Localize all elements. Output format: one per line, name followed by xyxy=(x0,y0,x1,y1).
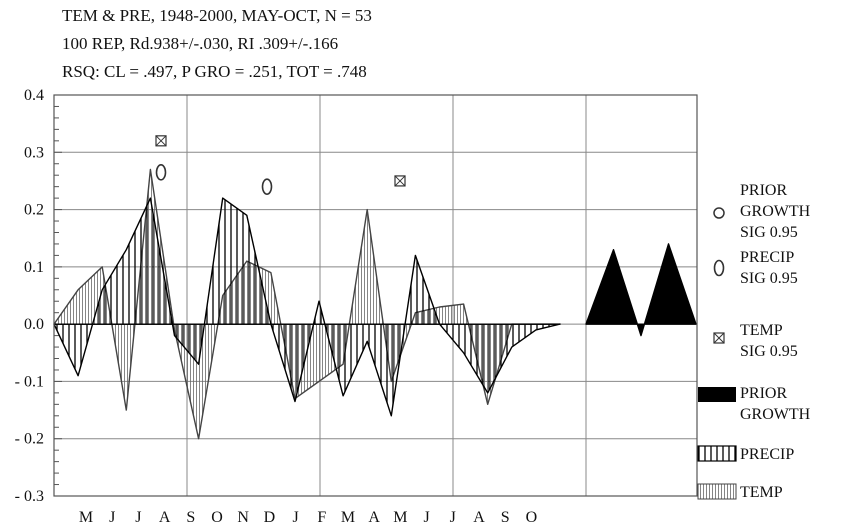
y-tick-label: - 0.3 xyxy=(15,488,44,505)
legend-temp-symbol xyxy=(697,483,737,500)
y-tick-label: - 0.2 xyxy=(15,431,44,448)
month-label: A xyxy=(159,509,171,526)
month-label: M xyxy=(79,509,93,526)
month-label: J xyxy=(423,509,429,526)
month-label: N xyxy=(237,509,249,526)
legend-prior-sig-line-3: SIG 0.95 xyxy=(740,224,798,241)
legend-temp-sig-line-1: TEMP xyxy=(740,322,783,339)
month-label: J xyxy=(109,509,115,526)
series-layer xyxy=(53,168,697,440)
y-tick-label: 0.3 xyxy=(24,144,44,161)
y-tick-label: - 0.1 xyxy=(15,373,44,390)
month-label: J xyxy=(450,509,456,526)
legend-prior-sig-line-2: GROWTH xyxy=(740,203,811,220)
month-label: O xyxy=(526,509,538,526)
legend-prior-sig-line-1: PRIOR xyxy=(740,182,788,199)
y-tick-label: 0.4 xyxy=(24,87,44,104)
legend-prior: PRIOR GROWTH xyxy=(740,383,810,425)
legend-prior-sig: PRIOR GROWTH SIG 0.95 xyxy=(740,180,810,243)
legend-prior-symbol xyxy=(698,387,736,402)
y-tick-label: 0.2 xyxy=(24,202,44,219)
temp-significance-marker xyxy=(155,135,167,147)
month-label: S xyxy=(501,509,510,526)
month-label: F xyxy=(317,509,326,526)
legend-precip-sig: PRECIP SIG 0.95 xyxy=(740,247,798,289)
month-label: S xyxy=(186,509,195,526)
legend-precip-sig-line-1: PRECIP xyxy=(740,249,795,266)
legend-precip-symbol xyxy=(697,445,737,462)
chart-title-line-1: TEM & PRE, 1948-2000, MAY-OCT, N = 53 xyxy=(62,6,372,25)
month-label: A xyxy=(473,509,485,526)
month-label: A xyxy=(368,509,380,526)
y-tick-label: 0.0 xyxy=(24,316,44,333)
month-label: D xyxy=(264,509,276,526)
legend-precip-sig-line-2: SIG 0.95 xyxy=(740,270,798,287)
month-label: J xyxy=(292,509,298,526)
significance-markers xyxy=(155,135,406,195)
legend-temp: TEMP xyxy=(740,484,783,501)
month-label: O xyxy=(211,509,223,526)
month-label: J xyxy=(135,509,141,526)
precip-significance-marker xyxy=(155,164,167,181)
month-label: M xyxy=(341,509,355,526)
chart-title-line-2: 100 REP, Rd.938+/-.030, RI .309+/-.166 xyxy=(62,34,339,53)
legend-prior-line-1: PRIOR xyxy=(740,385,788,402)
legend-precip: PRECIP xyxy=(740,446,795,463)
legend-symbols xyxy=(697,207,737,500)
temp-significance-marker xyxy=(394,175,406,187)
precip-significance-marker xyxy=(261,178,273,195)
y-tick-label: 0.1 xyxy=(24,259,44,276)
legend-prior-sig-symbol xyxy=(713,207,725,219)
plot-frame xyxy=(53,94,698,497)
month-label: M xyxy=(393,509,407,526)
prior-growth-series-area xyxy=(585,243,697,337)
legend-prior-line-2: GROWTH xyxy=(740,406,811,423)
legend-temp-sig-line-2: SIG 0.95 xyxy=(740,343,798,360)
legend-temp-sig: TEMP SIG 0.95 xyxy=(740,320,798,362)
legend-temp-sig-symbol xyxy=(713,332,725,344)
y-axis: 0.40.30.20.10.0- 0.1- 0.2- 0.3M J J A S O N D J F… xyxy=(15,87,538,526)
legend-precip-sig-symbol xyxy=(713,259,725,277)
chart-title-line-3: RSQ: CL = .497, P GRO = .251, TOT = .748 xyxy=(62,62,367,81)
precip-series-area xyxy=(53,197,561,417)
